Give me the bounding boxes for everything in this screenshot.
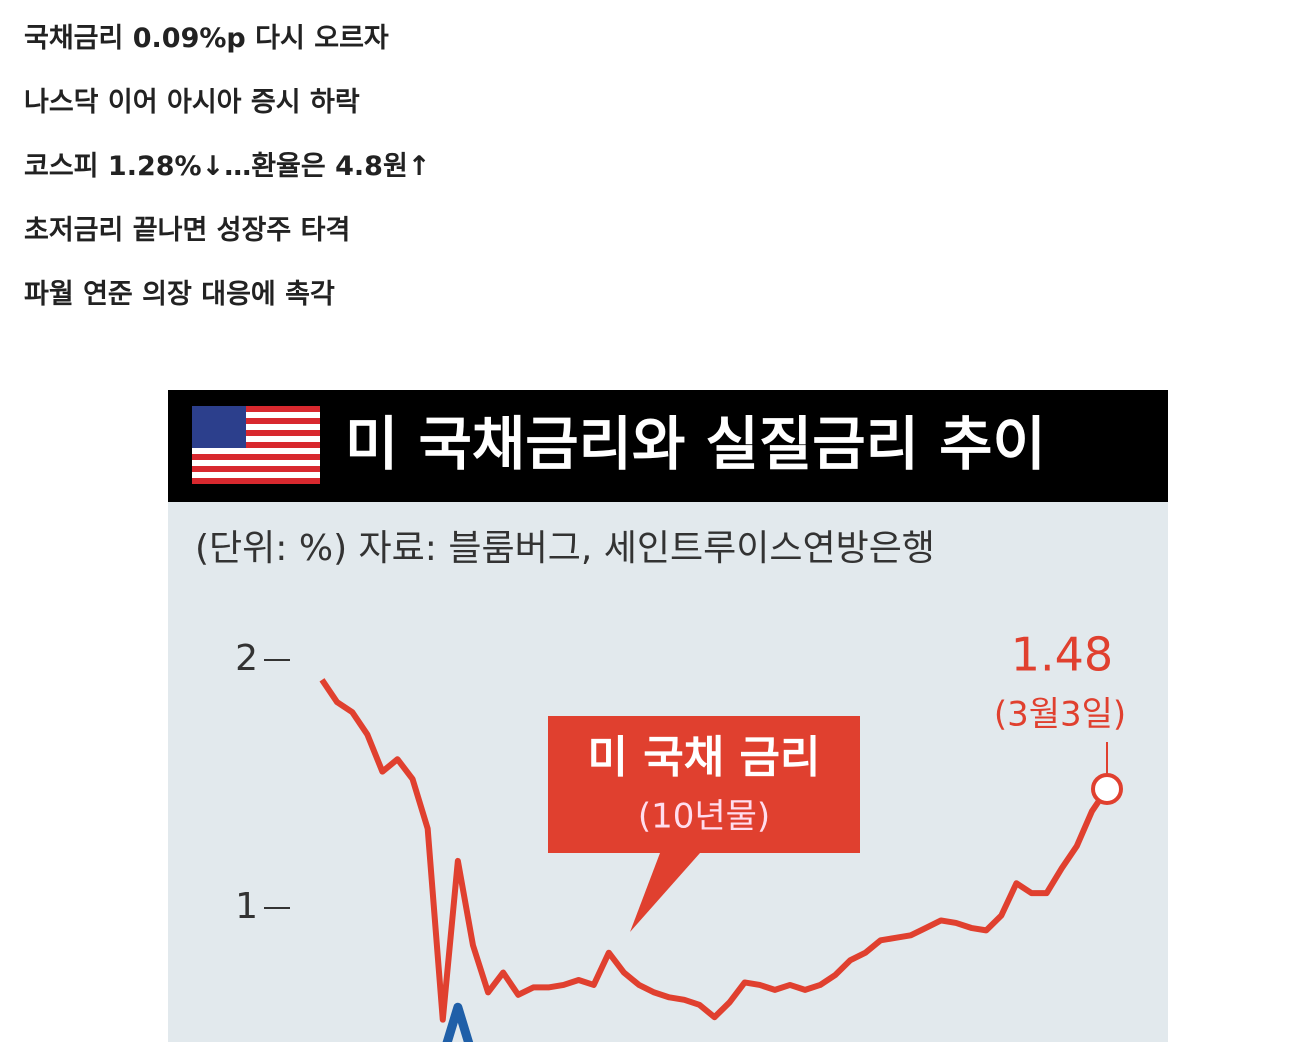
headline: 초저금리 끝나면 성장주 타격 bbox=[24, 215, 351, 246]
title-bar bbox=[168, 390, 1168, 502]
series-line bbox=[442, 1002, 474, 1042]
end-point bbox=[1091, 772, 1123, 805]
headline: 나스닥 이어 아시아 증시 하락 bbox=[24, 87, 360, 118]
series-label: 미 국채 금리 bbox=[587, 732, 820, 783]
series-line bbox=[319, 678, 1110, 1023]
headline: 파월 연준 의장 대응에 촉각 bbox=[24, 279, 335, 310]
flag bbox=[192, 406, 320, 484]
series-sublabel: (10년물) bbox=[638, 797, 770, 837]
chart-subtitle: (단위: %) 자료: 블룸버그, 세인트루이스연방은행 bbox=[195, 528, 935, 569]
headline: 코스피 1.28%↓…환율은 4.8원↑ bbox=[24, 151, 431, 182]
chart-title: 미 국채금리와 실질금리 추이 bbox=[345, 410, 1046, 478]
y-tick-label: 1 bbox=[235, 886, 258, 927]
plot bbox=[319, 678, 1110, 1042]
y-tick-label: 2 bbox=[235, 638, 258, 679]
end-value-label: 1.48 bbox=[1011, 628, 1113, 682]
end-date-label: (3월3일) bbox=[994, 695, 1126, 735]
headline: 국채금리 0.09%p 다시 오르자 bbox=[24, 23, 389, 54]
annotation: 미 국채 금리 (10년물) bbox=[548, 716, 860, 932]
